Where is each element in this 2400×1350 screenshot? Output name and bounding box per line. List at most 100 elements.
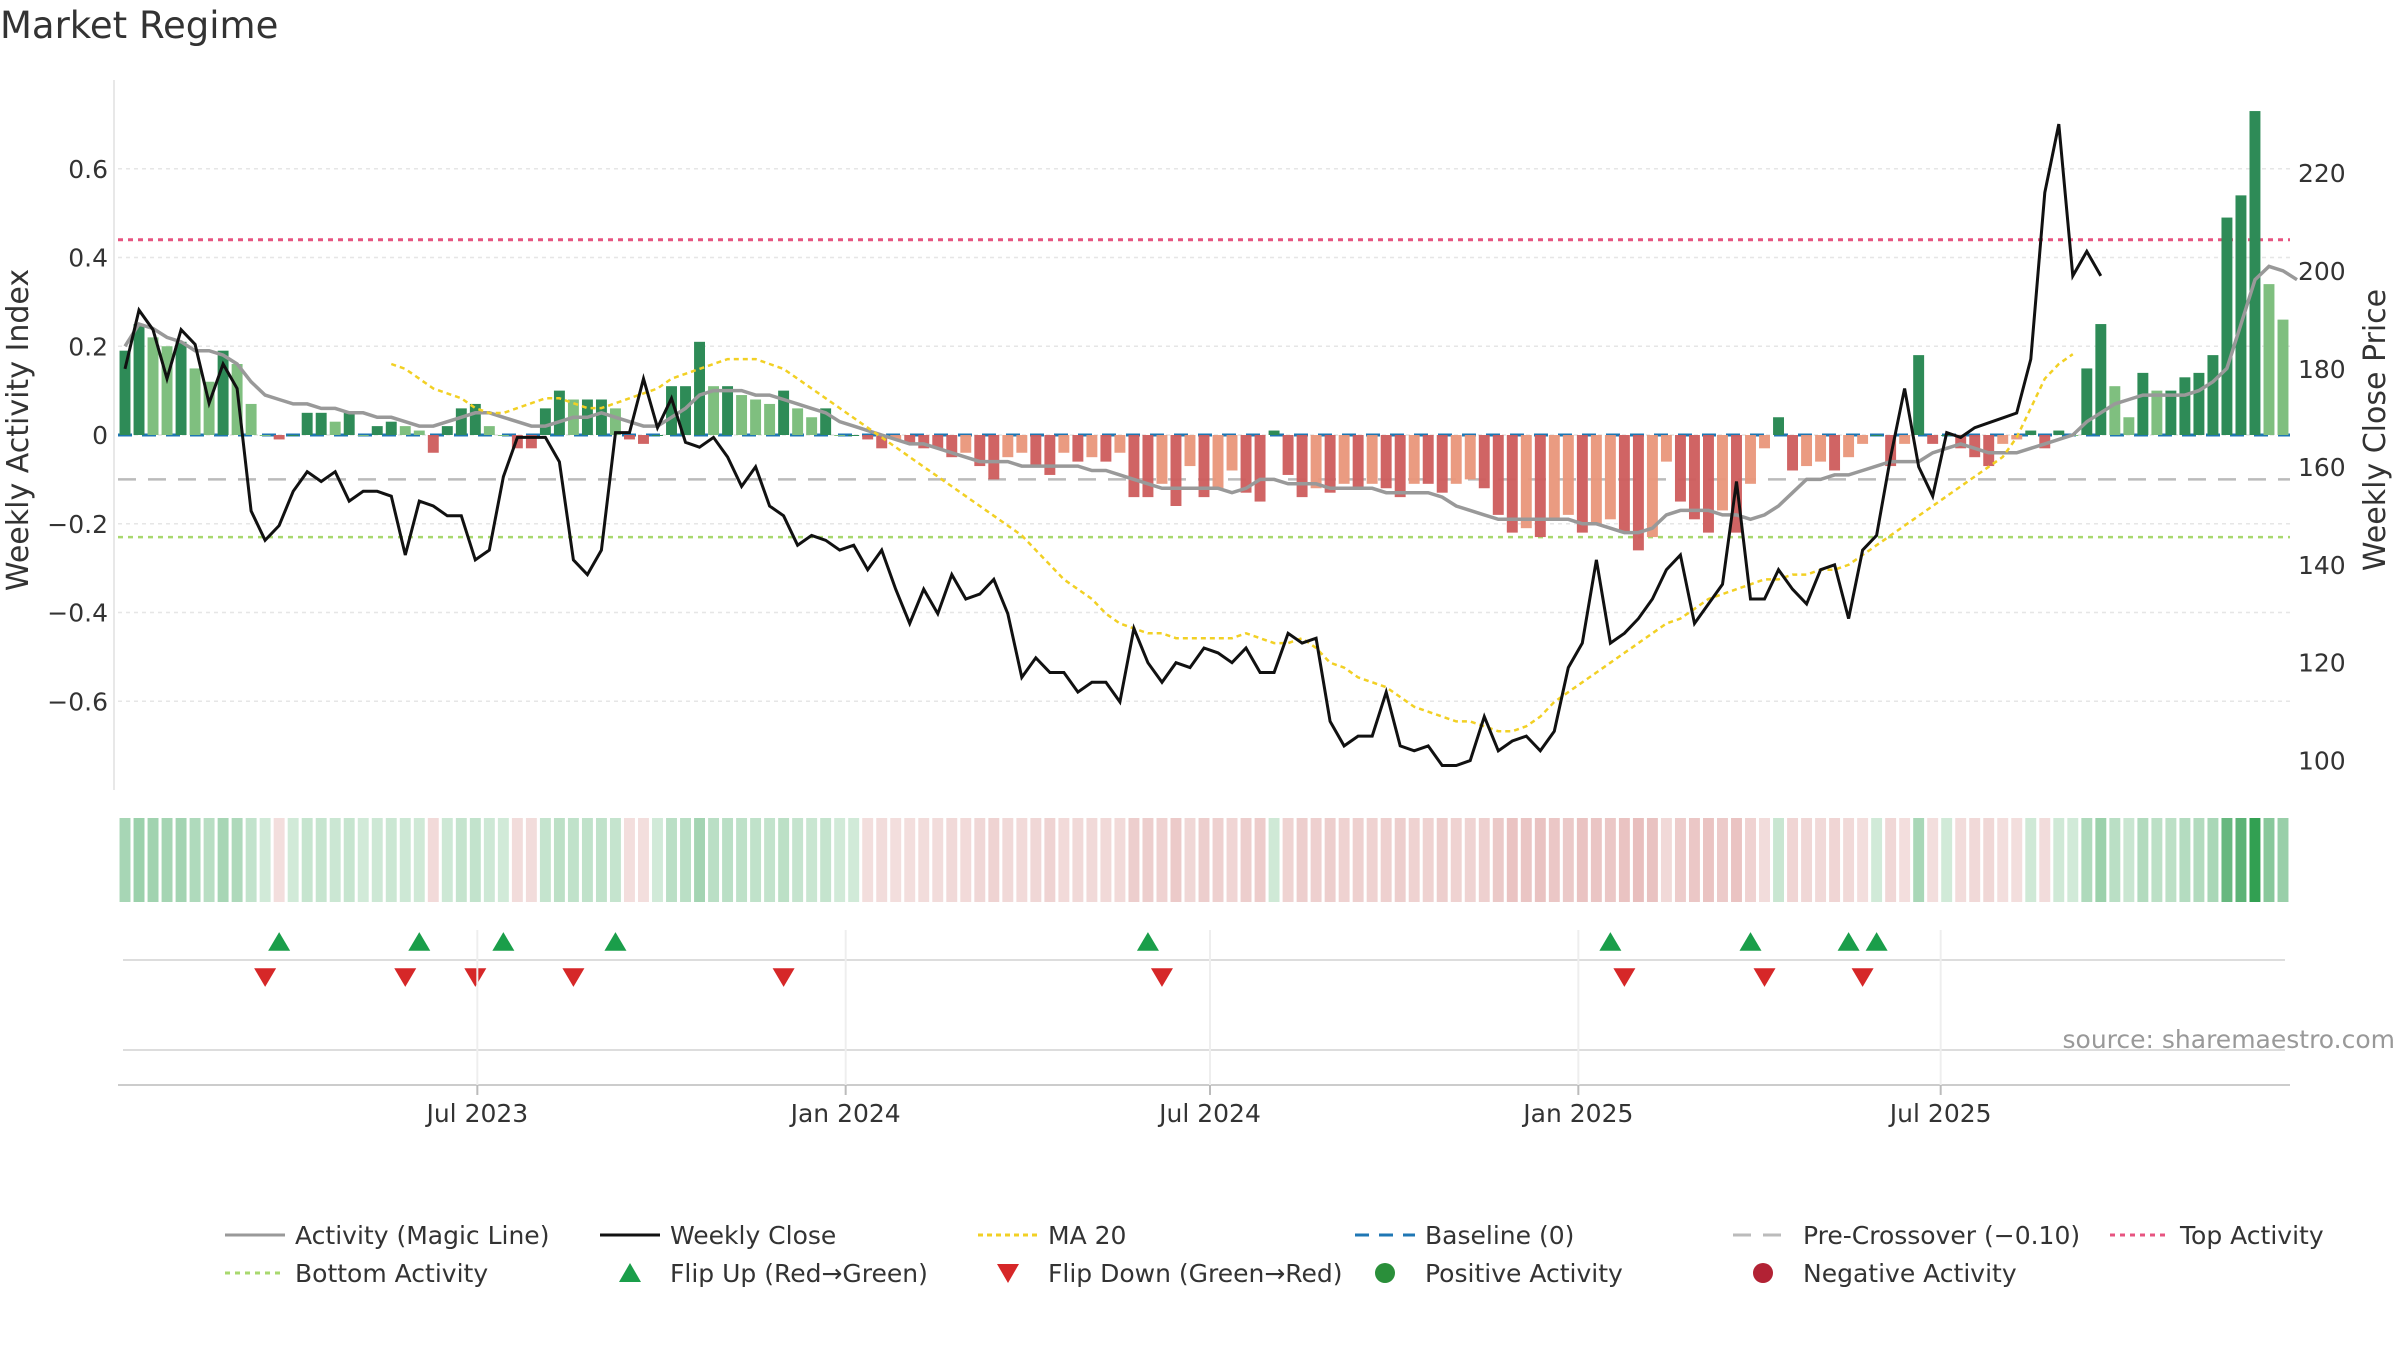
activity-bar [483, 426, 495, 435]
regime-strip-cell [1590, 818, 1602, 902]
regime-strip-cell [736, 818, 748, 902]
activity-bar [1843, 435, 1855, 458]
activity-bar [1296, 435, 1308, 498]
activity-bar [385, 421, 397, 435]
regime-strip-cell [539, 818, 551, 902]
y-tick-label: 0.6 [68, 155, 108, 184]
regime-strip-cell [1660, 818, 1672, 902]
flip-up-marker [268, 932, 291, 951]
regime-strip-cell [876, 818, 888, 902]
activity-bar [722, 386, 734, 435]
regime-strip-cell [1674, 818, 1686, 902]
activity-bar [750, 399, 762, 435]
flip-up-marker [1837, 932, 1860, 951]
regime-strip-cell [1955, 818, 1967, 902]
legend-label: Positive Activity [1425, 1259, 1623, 1288]
activity-bar [1058, 435, 1070, 453]
regime-strip-cell [315, 818, 327, 902]
regime-strip-cell [1450, 818, 1462, 902]
y2-tick-label: 140 [2298, 551, 2346, 580]
activity-bar [1759, 435, 1770, 449]
regime-strip-cell [750, 818, 762, 902]
activity-bar [1913, 355, 1925, 435]
legend-label: Flip Up (Red→Green) [670, 1259, 928, 1288]
activity-bar [1857, 435, 1869, 444]
regime-strip-cell [1843, 818, 1855, 902]
activity-bar [1955, 435, 1967, 449]
activity-bar [343, 412, 355, 435]
regime-strip-cell [161, 818, 173, 902]
activity-bar [1927, 435, 1939, 444]
left-y-axis: 0.6 0.4 0.2 0 −0.2 −0.4 −0.6 [47, 155, 108, 717]
regime-strip-cell [455, 818, 467, 902]
x-tick-label: Jul 2024 [1157, 1099, 1261, 1128]
activity-bar [1436, 435, 1448, 493]
regime-strip-cell [287, 818, 299, 902]
y-tick-label: 0.2 [68, 332, 108, 361]
regime-strip-cell [1745, 818, 1756, 902]
legend: Activity (Magic Line) Weekly Close MA 20 Ba… [225, 1221, 2324, 1288]
activity-bar [119, 350, 131, 435]
regime-strip-cell [1128, 818, 1140, 902]
activity-bar [175, 341, 187, 435]
activity-bar [946, 435, 958, 458]
activity-bar [553, 390, 565, 435]
regime-strip-cell [1184, 818, 1196, 902]
flip-up-marker [1739, 932, 1762, 951]
y2-tick-label: 160 [2298, 453, 2346, 482]
activity-bar [806, 417, 818, 435]
activity-bar [2277, 319, 2289, 435]
activity-bar [1590, 435, 1602, 524]
regime-strip-cell [203, 818, 215, 902]
activity-bar [1520, 435, 1532, 529]
regime-strip-cell [2249, 818, 2261, 902]
regime-strip-cell [624, 818, 635, 902]
regime-strip-cell [1352, 818, 1364, 902]
regime-strip-cell [231, 818, 243, 902]
regime-strip-cell [2235, 818, 2247, 902]
activity-bar [1338, 435, 1350, 484]
y-axis-label: Weekly Activity Index [1, 269, 36, 591]
regime-strip-cell [399, 818, 411, 902]
regime-strip-cell [1731, 818, 1742, 902]
activity-bar [413, 430, 425, 435]
activity-bar [1366, 435, 1378, 484]
regime-strip-cell [1408, 818, 1420, 902]
activity-bar [497, 435, 509, 436]
regime-strip-cell [119, 818, 131, 902]
activity-bar [455, 408, 467, 435]
regime-strip-cell [413, 818, 425, 902]
legend-label: MA 20 [1048, 1221, 1126, 1250]
activity-bar [2039, 435, 2051, 449]
regime-strip-cell [1226, 818, 1238, 902]
regime-strip-cell [1829, 818, 1841, 902]
regime-strip-cell [1520, 818, 1532, 902]
regime-strip-cell [259, 818, 271, 902]
regime-strip-cell [1478, 818, 1490, 902]
activity-bar [652, 435, 663, 436]
regime-strip-cell [2025, 818, 2037, 902]
regime-strip-cell [1030, 818, 1042, 902]
regime-strip-cell [1787, 818, 1799, 902]
regime-strip-cell [918, 818, 930, 902]
regime-strip-cell [1114, 818, 1126, 902]
activity-bar [1997, 435, 2009, 444]
activity-bar [1717, 435, 1728, 511]
activity-bar [1142, 435, 1154, 498]
x-axis: Jul 2023 Jan 2024 Jul 2024 Jan 2025 Jul 2025 [118, 930, 2290, 1128]
regime-strip-cell [1688, 818, 1700, 902]
regime-strip-cell [2011, 818, 2023, 902]
flip-down-marker [394, 968, 417, 987]
activity-bar [1534, 435, 1546, 538]
regime-strip-cell [1702, 818, 1714, 902]
regime-strip-cell [2109, 818, 2121, 902]
regime-strip-cell [974, 818, 986, 902]
regime-strip-cell [708, 818, 720, 902]
regime-strip-cell [497, 818, 509, 902]
regime-strip-cell [273, 818, 285, 902]
regime-strip-cell [2151, 818, 2163, 902]
magic-line [123, 264, 2298, 535]
series-lines [123, 123, 2298, 767]
regime-strip-cell [217, 818, 229, 902]
regime-strip-cell [1282, 818, 1294, 902]
